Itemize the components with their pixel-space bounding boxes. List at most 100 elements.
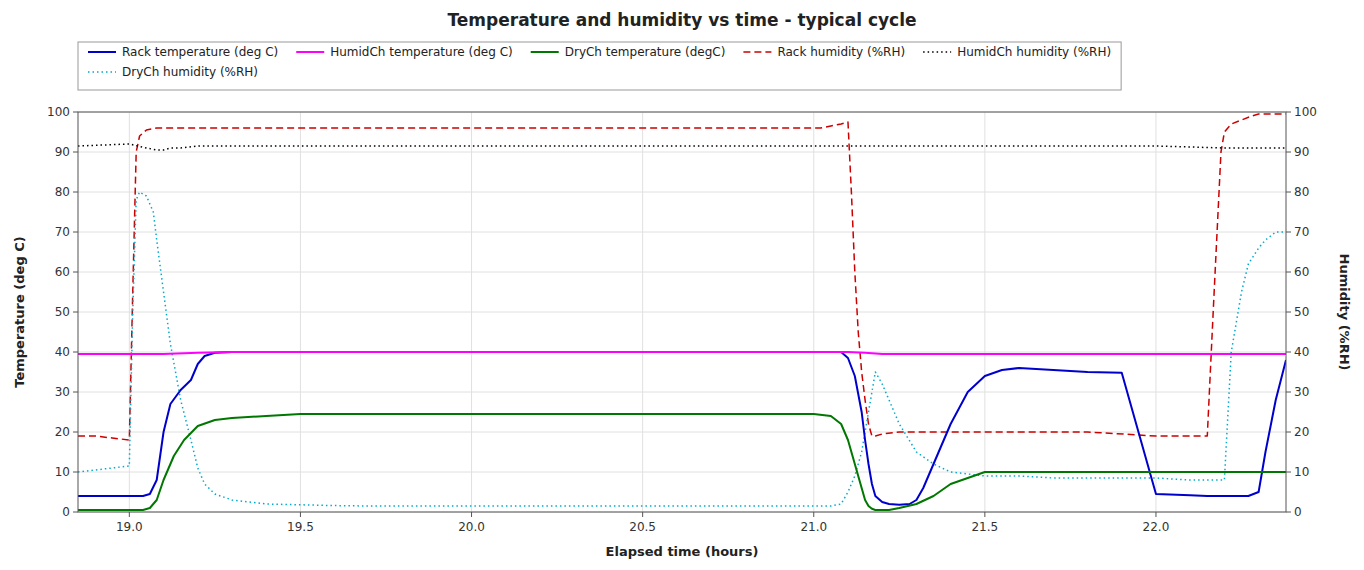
legend-swatch bbox=[296, 51, 324, 53]
y2-tick bbox=[1286, 432, 1291, 433]
x-tick-label: 20.5 bbox=[629, 520, 656, 534]
grid-line bbox=[78, 312, 1286, 313]
x-tick bbox=[471, 512, 472, 517]
legend: Rack temperature (deg C) HumidCh temperat… bbox=[78, 42, 1121, 90]
x-tick bbox=[129, 512, 130, 517]
y2-tick bbox=[1286, 152, 1291, 153]
x-tick bbox=[300, 512, 301, 517]
y2-tick-label: 10 bbox=[1294, 465, 1309, 479]
y-tick bbox=[73, 312, 78, 313]
lines bbox=[78, 114, 1286, 510]
y-tick bbox=[73, 192, 78, 193]
y-axis-label: Temperature (deg C) bbox=[12, 236, 27, 387]
legend-item: DryCh humidity (%RH) bbox=[88, 65, 258, 79]
grid-line bbox=[78, 272, 1286, 273]
y2-tick bbox=[1286, 472, 1291, 473]
y2-tick bbox=[1286, 312, 1291, 313]
y-tick-label: 20 bbox=[55, 425, 70, 439]
y-tick bbox=[73, 472, 78, 473]
y-tick-label: 80 bbox=[55, 185, 70, 199]
y2-tick-label: 80 bbox=[1294, 185, 1309, 199]
y-tick-label: 60 bbox=[55, 265, 70, 279]
series-line bbox=[78, 352, 1286, 505]
legend-item: Rack temperature (deg C) bbox=[88, 45, 278, 59]
legend-swatch bbox=[743, 51, 771, 53]
legend-item: DryCh temperature (degC) bbox=[531, 45, 726, 59]
y2-tick bbox=[1286, 352, 1291, 353]
series-line bbox=[78, 414, 1286, 510]
legend-box bbox=[78, 42, 1121, 90]
plot-frame bbox=[78, 112, 1286, 512]
legend-label: HumidCh humidity (%RH) bbox=[957, 45, 1111, 59]
y-tick bbox=[73, 432, 78, 433]
grid-line bbox=[78, 392, 1286, 393]
y2-tick bbox=[1286, 272, 1291, 273]
series-line bbox=[78, 114, 1286, 440]
grid-line bbox=[78, 232, 1286, 233]
y2-tick bbox=[1286, 392, 1291, 393]
x-tick-label: 21.0 bbox=[800, 520, 827, 534]
legend-item: HumidCh humidity (%RH) bbox=[923, 45, 1111, 59]
y-tick bbox=[73, 112, 78, 113]
x-tick bbox=[1155, 512, 1156, 517]
x-tick-label: 19.5 bbox=[287, 520, 314, 534]
legend-swatch bbox=[88, 51, 116, 53]
y-tick-label: 0 bbox=[62, 505, 70, 519]
x-tick-label: 22.0 bbox=[1143, 520, 1170, 534]
y-tick-label: 50 bbox=[55, 305, 70, 319]
y2-tick bbox=[1286, 232, 1291, 233]
axes: 19.0 19.5 20.0 20.5 21.0 21.5 22.0 0 10 20 30 40 50 6… bbox=[47, 105, 1317, 534]
legend-swatch bbox=[923, 51, 951, 53]
series-line bbox=[78, 352, 1286, 354]
x-tick-label: 19.0 bbox=[116, 520, 143, 534]
y2-tick-label: 90 bbox=[1294, 145, 1309, 159]
y-tick-label: 40 bbox=[55, 345, 70, 359]
y2-tick-label: 100 bbox=[1294, 105, 1317, 119]
grid bbox=[78, 112, 1286, 512]
legend-label: DryCh temperature (degC) bbox=[565, 45, 726, 59]
y-tick-label: 70 bbox=[55, 225, 70, 239]
y2-tick-label: 30 bbox=[1294, 385, 1309, 399]
y-tick-label: 30 bbox=[55, 385, 70, 399]
series-line bbox=[78, 192, 1286, 506]
legend-swatch bbox=[531, 51, 559, 53]
title: Temperature and humidity vs time - typic… bbox=[447, 10, 916, 30]
y-tick bbox=[73, 152, 78, 153]
y2-tick-label: 0 bbox=[1294, 505, 1302, 519]
y-tick-label: 90 bbox=[55, 145, 70, 159]
y2-tick-label: 60 bbox=[1294, 265, 1309, 279]
legend-label: Rack humidity (%RH) bbox=[777, 45, 905, 59]
x-tick bbox=[642, 512, 643, 517]
y-tick bbox=[73, 512, 78, 513]
y-tick bbox=[73, 392, 78, 393]
x-tick-label: 20.0 bbox=[458, 520, 485, 534]
grid-line bbox=[78, 432, 1286, 433]
legend-swatch bbox=[88, 71, 116, 73]
legend-label: HumidCh temperature (deg C) bbox=[330, 45, 512, 59]
x-tick bbox=[813, 512, 814, 517]
grid-line bbox=[78, 152, 1286, 153]
legend-item: Rack humidity (%RH) bbox=[743, 45, 905, 59]
y2-tick-label: 20 bbox=[1294, 425, 1309, 439]
chart: Temperature and humidity vs time - typic… bbox=[0, 0, 1364, 570]
legend-label: Rack temperature (deg C) bbox=[122, 45, 278, 59]
x-tick bbox=[984, 512, 985, 517]
series-line bbox=[78, 144, 1286, 150]
y2-axis-label: Humidity (%RH) bbox=[1337, 254, 1352, 371]
y2-tick bbox=[1286, 512, 1291, 513]
y2-tick-label: 50 bbox=[1294, 305, 1309, 319]
y-tick-label: 10 bbox=[55, 465, 70, 479]
y2-tick bbox=[1286, 112, 1291, 113]
y-tick bbox=[73, 352, 78, 353]
y2-tick-label: 40 bbox=[1294, 345, 1309, 359]
y-tick bbox=[73, 232, 78, 233]
y2-tick-label: 70 bbox=[1294, 225, 1309, 239]
x-tick-label: 21.5 bbox=[971, 520, 998, 534]
grid-line bbox=[78, 192, 1286, 193]
legend-label: DryCh humidity (%RH) bbox=[122, 65, 258, 79]
y-tick bbox=[73, 272, 78, 273]
y-tick-label: 100 bbox=[47, 105, 70, 119]
y2-tick bbox=[1286, 192, 1291, 193]
legend-item: HumidCh temperature (deg C) bbox=[296, 45, 512, 59]
x-axis-label: Elapsed time (hours) bbox=[606, 544, 759, 559]
